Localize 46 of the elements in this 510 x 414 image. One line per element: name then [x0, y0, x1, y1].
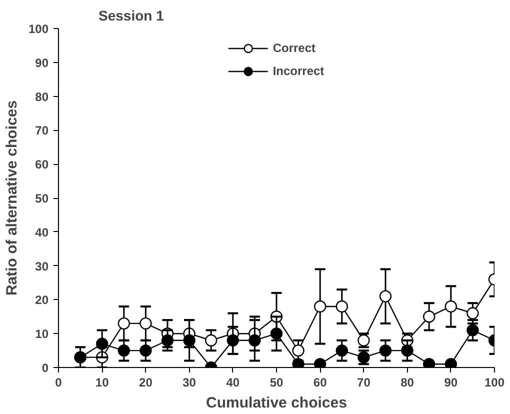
- x-tick-label: 70: [357, 376, 371, 390]
- x-tick-label: 20: [139, 376, 153, 390]
- point: [270, 328, 283, 340]
- point: [336, 300, 348, 313]
- point: [118, 317, 130, 330]
- y-tick-label: 10: [35, 327, 49, 342]
- y-tick-label: 50: [35, 192, 49, 206]
- x-tick-label: 50: [270, 376, 284, 390]
- point: [401, 344, 414, 357]
- x-axis-title: Cumulative choices: [206, 394, 347, 412]
- point: [183, 334, 196, 346]
- y-tick-label: 20: [35, 293, 49, 308]
- point: [140, 317, 152, 330]
- point: [336, 344, 348, 357]
- y-tick-label: 70: [35, 124, 49, 138]
- y-tick-label: 30: [35, 259, 49, 274]
- point: [314, 300, 326, 313]
- point: [379, 290, 392, 302]
- point: [248, 334, 261, 346]
- point: [96, 338, 108, 350]
- point: [292, 344, 304, 357]
- x-tick-label: 80: [400, 376, 414, 390]
- point: [226, 334, 239, 346]
- point: [140, 344, 152, 357]
- legend-label: Incorrect: [272, 64, 324, 78]
- y-tick-label: 40: [35, 225, 49, 240]
- point: [379, 344, 392, 357]
- y-tick-label: 80: [35, 90, 49, 104]
- x-tick-label: 30: [182, 376, 196, 390]
- y-tick-label: 90: [35, 56, 49, 70]
- chart-title: Session 1: [98, 8, 164, 24]
- y-tick-label: 0: [42, 361, 49, 375]
- x-tick-label: 10: [95, 376, 110, 390]
- x-tick-label: 0: [55, 376, 62, 390]
- x-tick-label: 100: [484, 376, 505, 390]
- point: [423, 310, 436, 323]
- y-axis-title: Ratio of alternative choices: [3, 100, 20, 296]
- point: [205, 334, 218, 346]
- y-tick-label: 100: [28, 22, 49, 36]
- x-tick-label: 90: [444, 376, 458, 390]
- point: [444, 300, 457, 313]
- legend-label: Correct: [272, 41, 316, 55]
- y-tick-label: 60: [35, 158, 49, 172]
- point: [118, 344, 130, 357]
- x-tick-label: 40: [226, 376, 240, 390]
- x-tick-label: 60: [313, 376, 328, 390]
